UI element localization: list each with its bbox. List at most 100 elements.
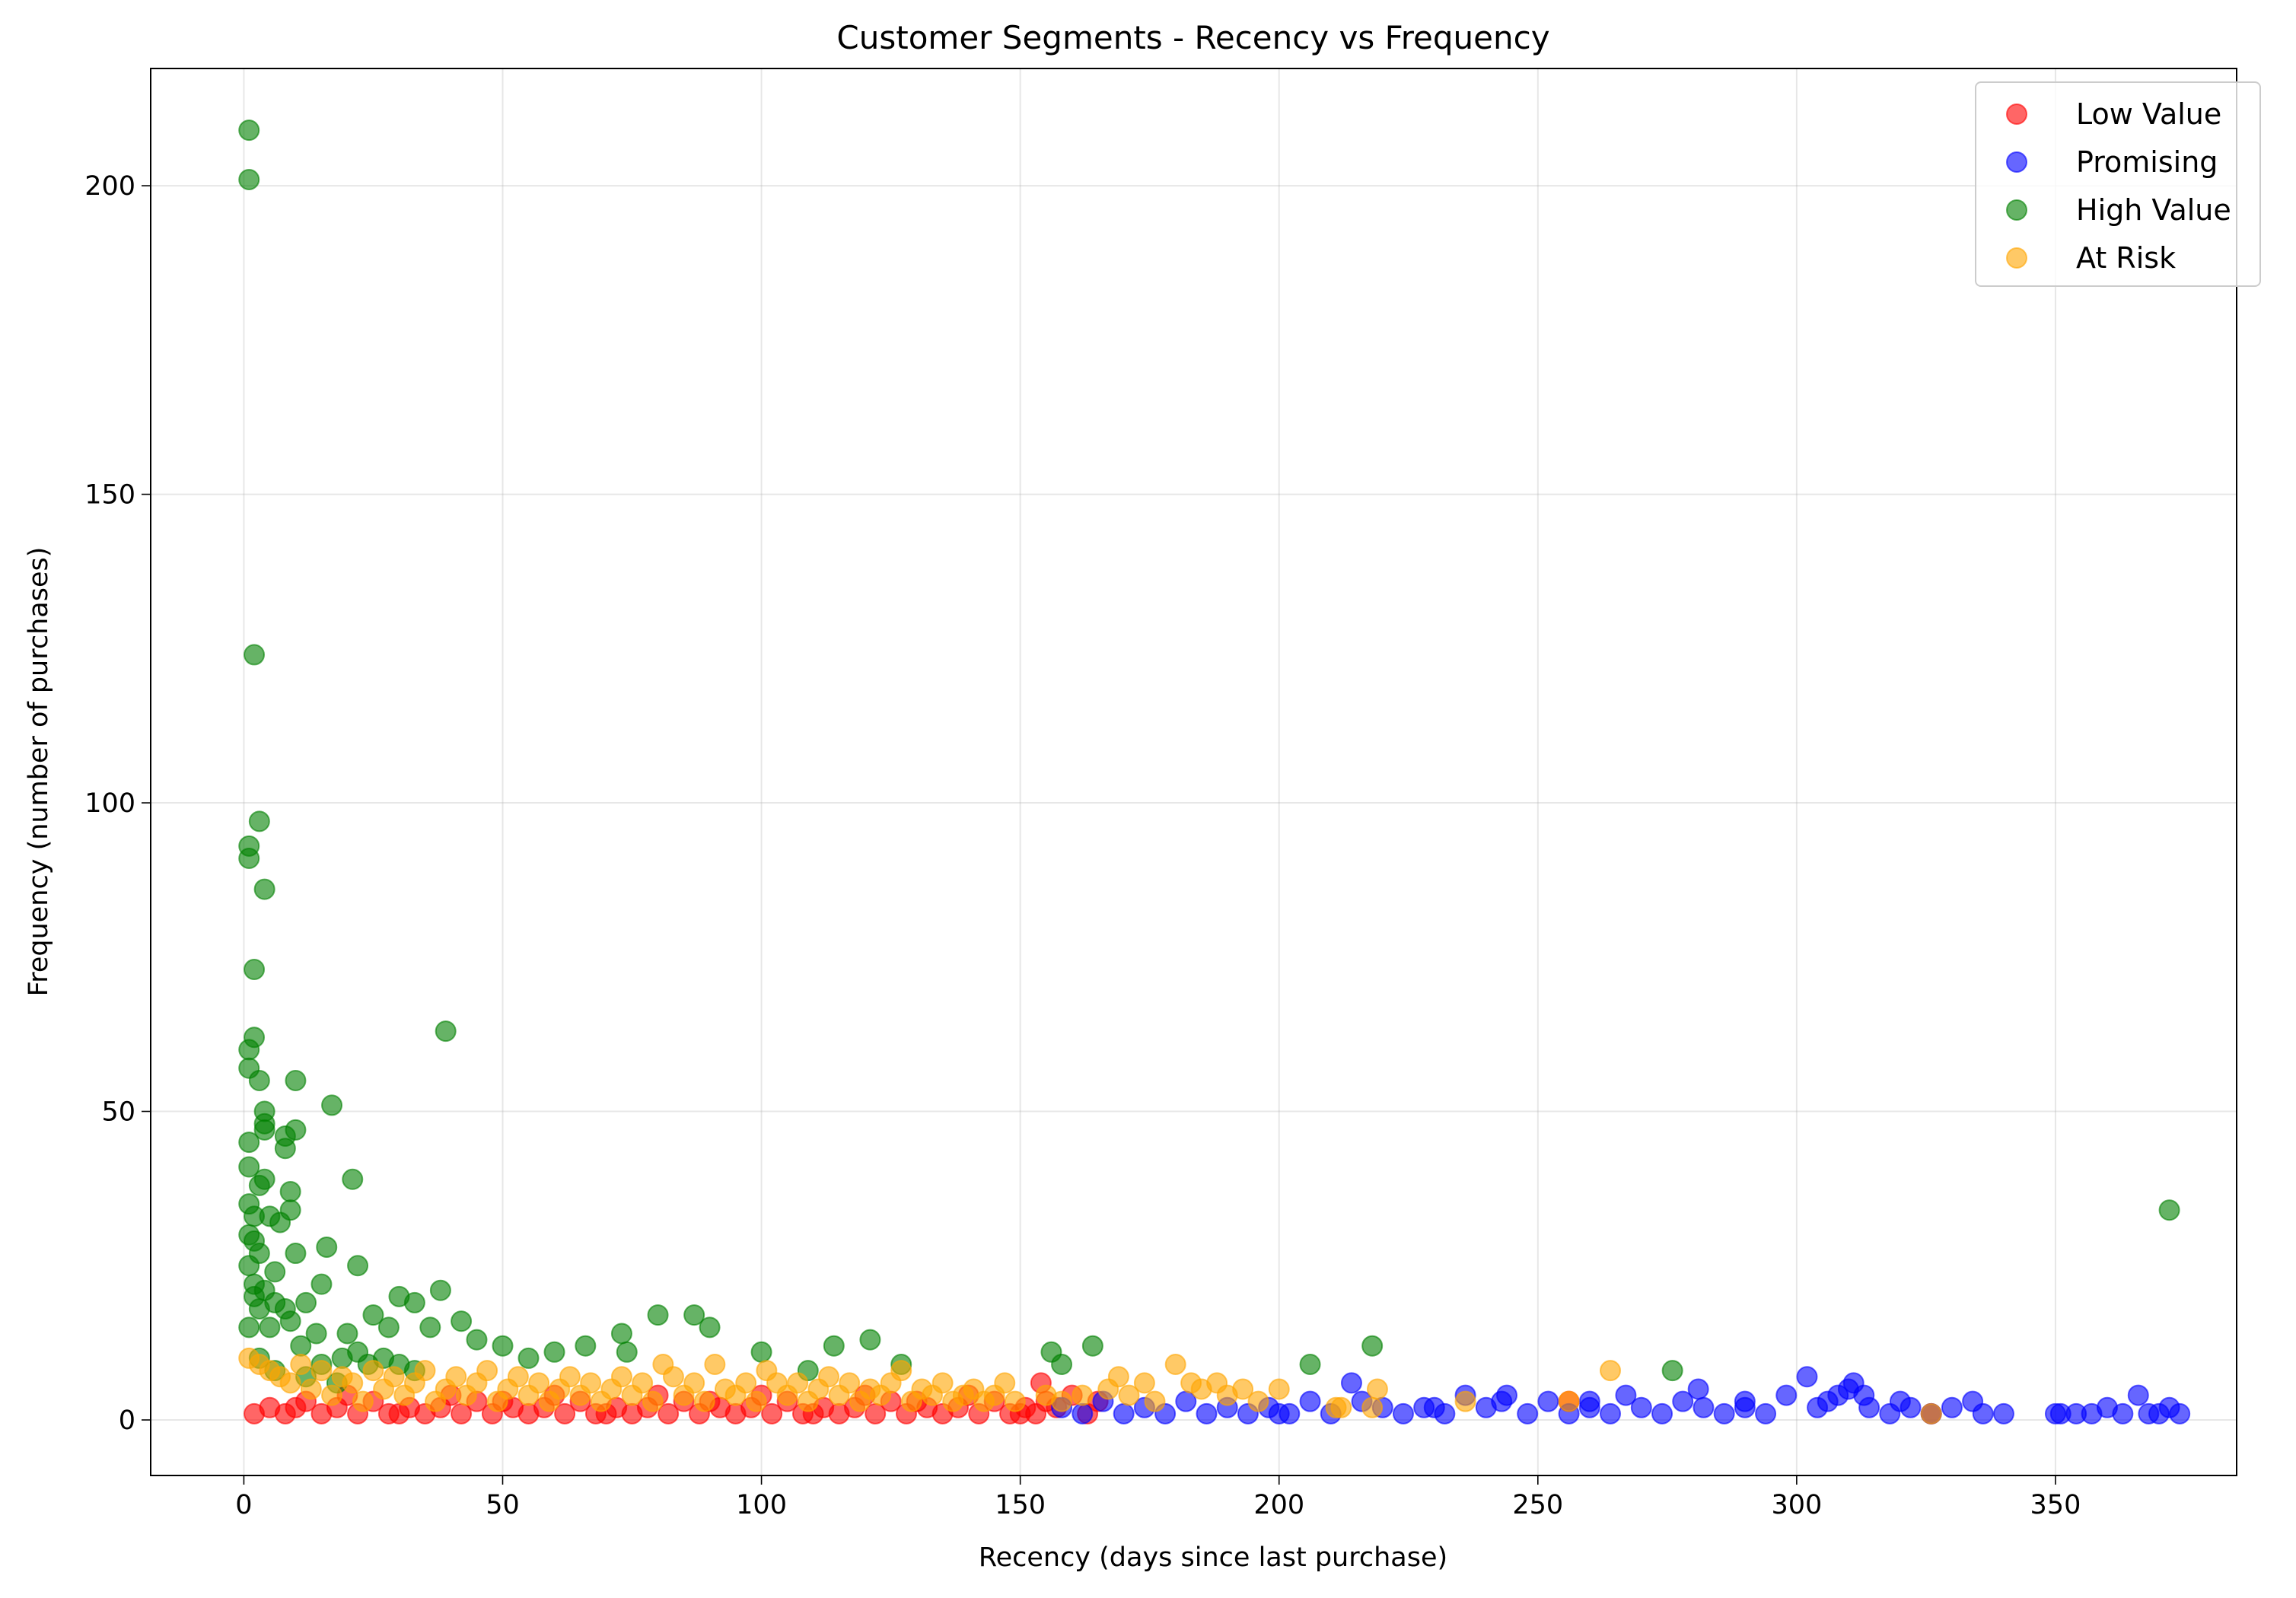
data-point (2127, 1384, 2149, 1406)
data-point (259, 1316, 281, 1339)
data-point (238, 168, 260, 190)
data-point (253, 1119, 275, 1141)
legend-label: At Risk (2076, 241, 2176, 275)
data-point (683, 1304, 705, 1326)
data-point (414, 1360, 436, 1382)
data-point (642, 1390, 664, 1412)
data-point (1196, 1402, 1218, 1425)
data-point (859, 1329, 881, 1351)
data-point (476, 1360, 498, 1382)
data-point (1558, 1390, 1580, 1412)
data-point (295, 1291, 317, 1313)
data-point (310, 1360, 333, 1382)
data-point (1164, 1354, 1186, 1376)
data-point (435, 1020, 457, 1043)
y-axis-label: Frequency (number of purchases) (24, 547, 54, 997)
data-point (575, 1335, 597, 1357)
x-tick-label: 100 (736, 1490, 787, 1520)
plot-frame (150, 68, 2237, 1476)
data-point (1920, 1402, 1942, 1425)
x-tick-label: 350 (2030, 1490, 2081, 1520)
data-point (383, 1366, 405, 1388)
data-point (2158, 1199, 2180, 1221)
data-point (1661, 1360, 1683, 1382)
data-point (279, 1199, 301, 1221)
data-point (1889, 1390, 1911, 1412)
data-point (388, 1402, 410, 1425)
data-point (1232, 1378, 1254, 1400)
data-point (362, 1304, 384, 1326)
series-high-value (238, 119, 2180, 1394)
data-point (248, 1298, 270, 1320)
data-point (931, 1372, 954, 1394)
data-point (362, 1360, 384, 1382)
data-point (1537, 1390, 1559, 1412)
data-point (610, 1323, 632, 1345)
data-point (1072, 1402, 1094, 1425)
data-point (662, 1366, 684, 1388)
data-point (419, 1316, 441, 1339)
data-point (445, 1366, 467, 1388)
data-point (1268, 1378, 1290, 1400)
data-point (1118, 1384, 1140, 1406)
data-point (279, 1180, 301, 1202)
data-point (248, 1069, 270, 1091)
x-tick-label: 150 (995, 1490, 1046, 1520)
data-point (543, 1341, 565, 1363)
data-point (347, 1255, 369, 1277)
data-point (1992, 1402, 2014, 1425)
legend-box (1975, 81, 2261, 287)
y-tick-label: 50 (101, 1097, 135, 1128)
data-point (1247, 1390, 1269, 1412)
data-point (1517, 1402, 1539, 1425)
data-point (305, 1323, 327, 1345)
y-tick-label: 0 (119, 1405, 135, 1436)
data-point (1454, 1390, 1476, 1412)
data-point (290, 1335, 312, 1357)
data-point (238, 848, 260, 870)
data-point (1133, 1372, 1155, 1394)
data-point (1858, 1396, 1880, 1418)
x-tick-label: 200 (1253, 1490, 1304, 1520)
data-point (1734, 1396, 1756, 1418)
data-point (839, 1372, 861, 1394)
data-point (580, 1372, 602, 1394)
data-point (248, 810, 270, 832)
y-tick-label: 200 (84, 171, 135, 202)
data-point (658, 1402, 680, 1425)
axis-ticks: 0 50 100 150 200 250 300 350 0 50 100 150 200 (84, 171, 2081, 1520)
data-point (1687, 1378, 1709, 1400)
data-point (1299, 1354, 1321, 1376)
data-point (253, 1279, 275, 1301)
legend-label: Promising (2076, 145, 2218, 179)
data-point (429, 1279, 451, 1301)
series-at-risk (238, 1347, 1942, 1425)
data-point (1615, 1384, 1637, 1406)
data-point (300, 1378, 322, 1400)
data-point (2044, 1402, 2066, 1425)
x-tick-label: 0 (235, 1490, 252, 1520)
data-point (683, 1372, 705, 1394)
data-point (1051, 1354, 1073, 1376)
data-point (1072, 1384, 1094, 1406)
data-point (244, 959, 266, 981)
data-point (1495, 1384, 1517, 1406)
data-point (1600, 1360, 1622, 1382)
y-tick-label: 100 (84, 788, 135, 819)
data-point (238, 1255, 260, 1277)
data-point (1693, 1396, 1715, 1418)
data-point (787, 1372, 809, 1394)
data-point (1630, 1396, 1652, 1418)
legend-marker (2006, 199, 2027, 221)
data-point (1051, 1390, 1073, 1412)
data-point (321, 1384, 343, 1406)
data-point (253, 878, 275, 900)
data-point (1423, 1396, 1445, 1418)
data-point (699, 1316, 721, 1339)
data-point (761, 1402, 783, 1425)
legend-label: High Value (2076, 193, 2231, 227)
data-point (994, 1372, 1016, 1394)
data-point (1578, 1390, 1600, 1412)
data-point (290, 1354, 312, 1376)
